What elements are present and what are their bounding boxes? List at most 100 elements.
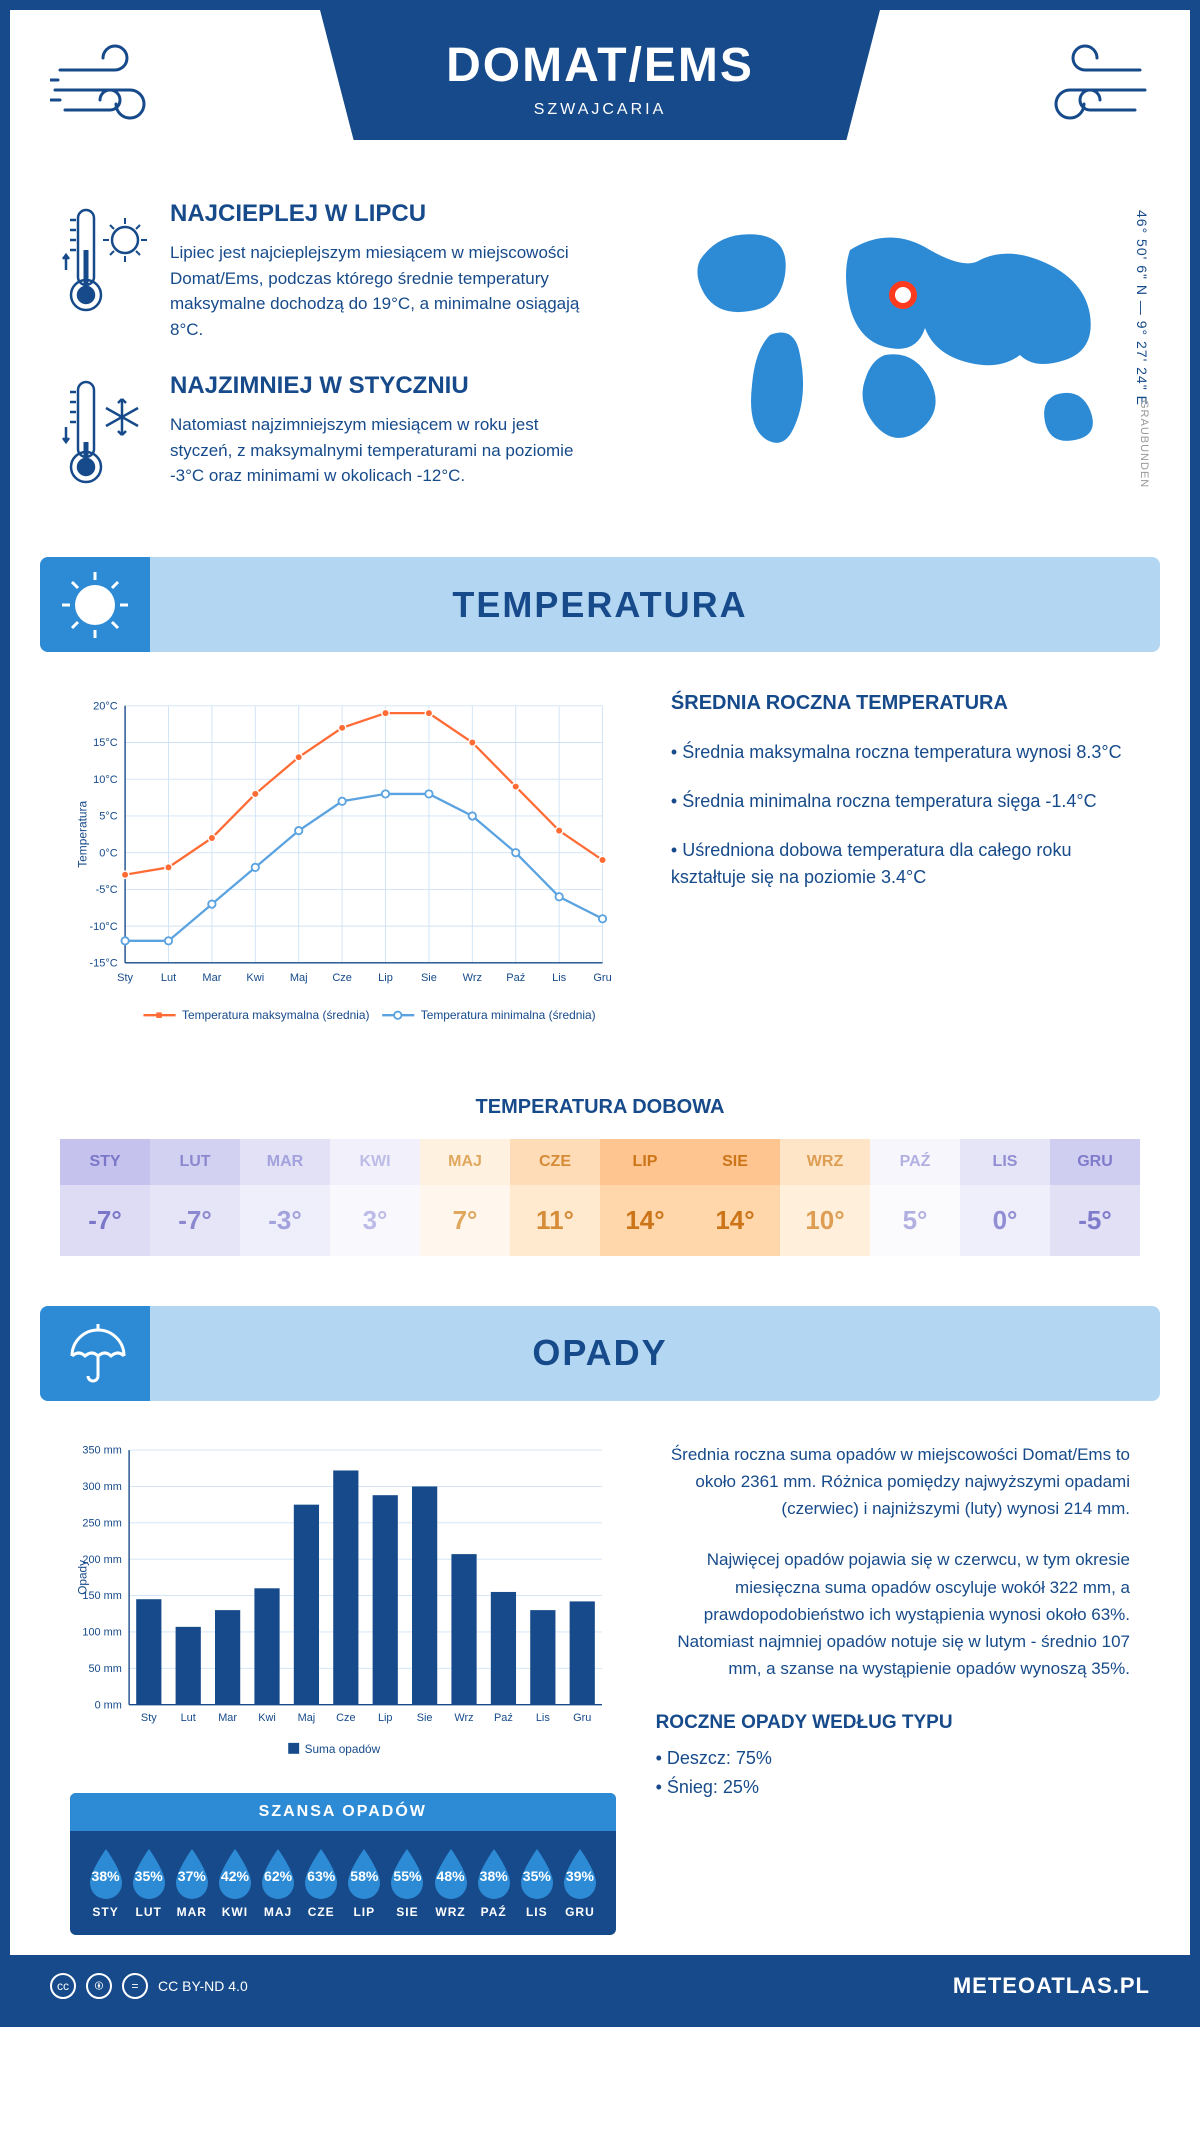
footer: cc 🅯 = CC BY-ND 4.0 METEOATLAS.PL xyxy=(10,1955,1190,2017)
precipitation-body: 0 mm50 mm100 mm150 mm200 mm250 mm300 mm3… xyxy=(10,1401,1190,1955)
chance-item: 35% LIS xyxy=(515,1847,558,1919)
temperature-title: TEMPERATURA xyxy=(150,584,1160,626)
svg-text:Lip: Lip xyxy=(378,1712,393,1724)
svg-text:5°C: 5°C xyxy=(99,811,118,823)
precipitation-left-column: 0 mm50 mm100 mm150 mm200 mm250 mm300 mm3… xyxy=(70,1441,616,1935)
title-banner: DOMAT/EMS SZWAJCARIA xyxy=(320,10,880,140)
chance-month: LIP xyxy=(343,1905,386,1919)
raindrop-icon: 58% xyxy=(343,1847,385,1899)
svg-text:Sie: Sie xyxy=(417,1712,433,1724)
svg-text:Lut: Lut xyxy=(181,1712,196,1724)
svg-text:Paź: Paź xyxy=(494,1712,513,1724)
chance-item: 38% STY xyxy=(84,1847,127,1919)
page-title: DOMAT/EMS xyxy=(320,38,880,93)
chance-value: 42% xyxy=(221,1868,249,1884)
coldest-block: NAJZIMNIEJ W STYCZNIU Natomiast najzimni… xyxy=(60,372,630,497)
coldest-text: Natomiast najzimniejszym miesiącem w rok… xyxy=(170,412,590,489)
svg-text:Maj: Maj xyxy=(298,1712,316,1724)
chance-item: 38% PAŹ xyxy=(472,1847,515,1919)
precipitation-title: OPADY xyxy=(150,1332,1160,1374)
page-subtitle: SZWAJCARIA xyxy=(320,101,880,119)
license-text: CC BY-ND 4.0 xyxy=(158,1978,248,1994)
cc-icon: cc xyxy=(50,1973,76,1999)
chance-item: 42% KWI xyxy=(213,1847,256,1919)
chance-box: SZANSA OPADÓW 38% STY 35% LUT 37% MAR 42… xyxy=(70,1793,616,1935)
svg-text:Kwi: Kwi xyxy=(258,1712,276,1724)
chance-month: LIS xyxy=(515,1905,558,1919)
chance-value: 35% xyxy=(523,1868,551,1884)
temp-bullet: • Średnia minimalna roczna temperatura s… xyxy=(671,788,1130,815)
precip-type-title: ROCZNE OPADY WEDŁUG TYPU xyxy=(656,1712,1130,1734)
chance-value: 55% xyxy=(393,1868,421,1884)
svg-text:Paź: Paź xyxy=(506,972,525,984)
nd-icon: = xyxy=(122,1973,148,1999)
svg-text:10°C: 10°C xyxy=(93,774,118,786)
svg-text:50 mm: 50 mm xyxy=(88,1663,121,1675)
region-label: GRAUBUNDEN xyxy=(1138,400,1150,488)
chance-item: 48% WRZ xyxy=(429,1847,472,1919)
chance-value: 58% xyxy=(350,1868,378,1884)
wind-icon xyxy=(1020,40,1150,135)
thermometer-snow-icon xyxy=(60,372,150,497)
svg-text:15°C: 15°C xyxy=(93,737,118,749)
svg-text:-5°C: -5°C xyxy=(96,884,118,896)
thermometer-sun-icon xyxy=(60,200,150,342)
chance-month: MAJ xyxy=(257,1905,300,1919)
chance-item: 35% LUT xyxy=(127,1847,170,1919)
svg-text:Gru: Gru xyxy=(593,972,611,984)
temperature-body: -15°C-10°C-5°C0°C5°C10°C15°C20°CStyLutMa… xyxy=(10,652,1190,1066)
chance-value: 38% xyxy=(480,1868,508,1884)
raindrop-icon: 62% xyxy=(257,1847,299,1899)
daily-temp-cell: CZE 11° xyxy=(510,1139,600,1256)
svg-text:Temperatura maksymalna (średni: Temperatura maksymalna (średnia) xyxy=(182,1008,370,1022)
chance-value: 63% xyxy=(307,1868,335,1884)
chance-value: 48% xyxy=(437,1868,465,1884)
daily-temp-cell: MAJ 7° xyxy=(420,1139,510,1256)
daily-temp-cell: WRZ 10° xyxy=(780,1139,870,1256)
svg-text:Temperatura: Temperatura xyxy=(76,800,90,867)
chance-item: 39% GRU xyxy=(558,1847,601,1919)
svg-text:Mar: Mar xyxy=(202,972,221,984)
chance-value: 35% xyxy=(135,1868,163,1884)
chance-month: CZE xyxy=(300,1905,343,1919)
chance-item: 63% CZE xyxy=(300,1847,343,1919)
world-map-icon xyxy=(660,200,1140,480)
chance-item: 55% SIE xyxy=(386,1847,429,1919)
svg-text:Cze: Cze xyxy=(332,972,352,984)
svg-text:Maj: Maj xyxy=(290,972,308,984)
svg-text:250 mm: 250 mm xyxy=(82,1517,121,1529)
svg-text:350 mm: 350 mm xyxy=(82,1445,121,1457)
warmest-text: Lipiec jest najcieplejszym miesiącem w m… xyxy=(170,240,590,342)
precipitation-right-column: Średnia roczna suma opadów w miejscowośc… xyxy=(656,1441,1130,1935)
map-column: 46° 50' 6" N — 9° 27' 24" E GRAUBUNDEN xyxy=(660,200,1140,527)
chance-month: WRZ xyxy=(429,1905,472,1919)
chance-month: KWI xyxy=(213,1905,256,1919)
svg-text:Wrz: Wrz xyxy=(463,972,482,984)
svg-text:Sie: Sie xyxy=(421,972,437,984)
chance-month: LUT xyxy=(127,1905,170,1919)
daily-temp-title: TEMPERATURA DOBOWA xyxy=(10,1096,1190,1119)
precipitation-chart: 0 mm50 mm100 mm150 mm200 mm250 mm300 mm3… xyxy=(70,1441,616,1768)
precip-type-item: • Śnieg: 25% xyxy=(656,1777,1130,1798)
chance-month: MAR xyxy=(170,1905,213,1919)
wind-icon xyxy=(50,40,180,135)
chance-month: STY xyxy=(84,1905,127,1919)
precipitation-section-header: OPADY xyxy=(40,1306,1160,1401)
chance-value: 38% xyxy=(92,1868,120,1884)
svg-text:-15°C: -15°C xyxy=(89,958,117,970)
svg-text:Lis: Lis xyxy=(536,1712,550,1724)
raindrop-icon: 35% xyxy=(128,1847,170,1899)
daily-temp-cell: LIS 0° xyxy=(960,1139,1050,1256)
svg-text:Opady: Opady xyxy=(75,1560,89,1595)
warmest-block: NAJCIEPLEJ W LIPCU Lipiec jest najcieple… xyxy=(60,200,630,342)
warmest-title: NAJCIEPLEJ W LIPCU xyxy=(170,200,590,228)
svg-text:300 mm: 300 mm xyxy=(82,1481,121,1493)
temperature-section-header: TEMPERATURA xyxy=(40,557,1160,652)
precip-text: Średnia roczna suma opadów w miejscowośc… xyxy=(656,1441,1130,1523)
temp-info-title: ŚREDNIA ROCZNA TEMPERATURA xyxy=(671,692,1130,715)
sun-icon xyxy=(40,557,150,652)
temp-bullet: • Średnia maksymalna roczna temperatura … xyxy=(671,739,1130,766)
chance-month: PAŹ xyxy=(472,1905,515,1919)
daily-temp-cell: SIE 14° xyxy=(690,1139,780,1256)
svg-text:Sty: Sty xyxy=(117,972,133,984)
